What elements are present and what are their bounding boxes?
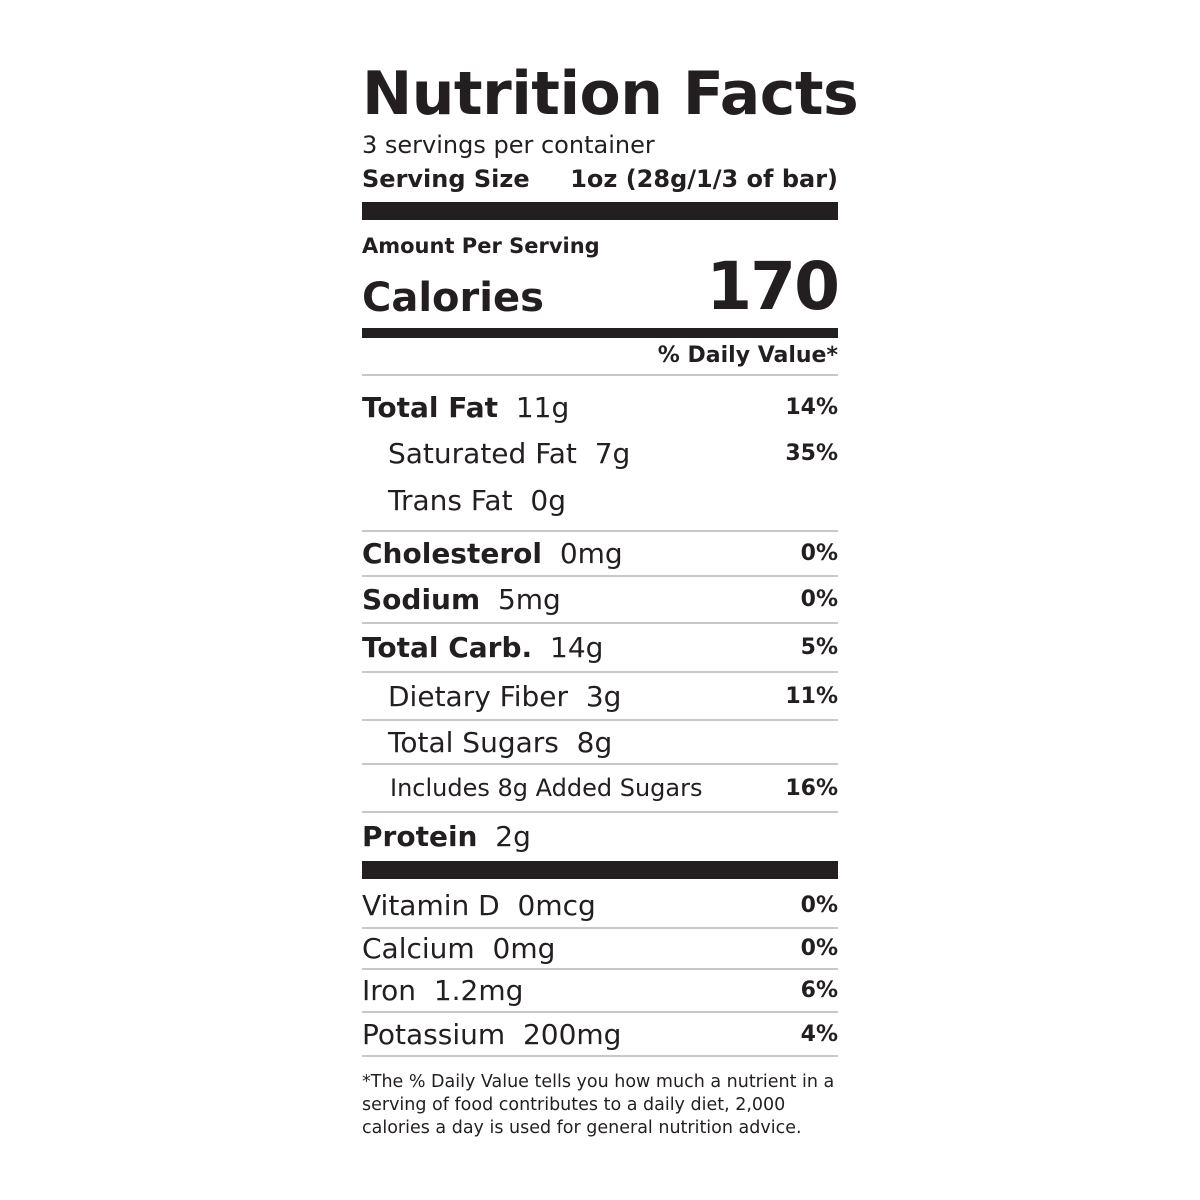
nutrient-dv: 0% xyxy=(800,587,838,612)
nutrient-label: Cholesterol xyxy=(362,537,542,570)
nutrient-row-cholesterol: Cholesterol 0mg 0% xyxy=(362,530,838,575)
nutrient-dv: 16% xyxy=(785,775,838,801)
nutrient-amount: 1.2mg xyxy=(433,974,524,1007)
nutrient-dv: 5% xyxy=(800,635,838,660)
nutrient-amount: 0mcg xyxy=(517,888,596,922)
nutrient-dv: 14% xyxy=(785,394,838,420)
nutrient-amount: 2g xyxy=(495,819,531,853)
nutrient-row-vitamin-d: Vitamin D 0mcg 0% xyxy=(362,883,838,927)
nutrient-dv: 0% xyxy=(800,892,838,918)
nutrient-row-dietary-fiber: Dietary Fiber 3g 11% xyxy=(362,671,838,719)
nutrient-row-trans-fat: Trans Fat 0g xyxy=(362,470,838,530)
medium-divider xyxy=(362,328,838,338)
nutrient-amount: 5mg xyxy=(497,583,561,616)
nutrient-row-sodium: Sodium 5mg 0% xyxy=(362,575,838,622)
nutrient-row-calcium: Calcium 0mg 0% xyxy=(362,927,838,968)
nutrient-row-saturated-fat: Saturated Fat 7g 35% xyxy=(362,436,838,470)
nutrient-amount: 0g xyxy=(530,483,566,517)
nutrient-row-protein: Protein 2g xyxy=(362,811,838,859)
calories-label: Calories xyxy=(362,275,544,321)
nutrient-label: Total Sugars xyxy=(388,725,559,759)
nutrition-facts-label: Nutrition Facts 3 servings per container… xyxy=(362,59,859,1140)
nutrient-row-total-sugars: Total Sugars 8g xyxy=(362,719,838,763)
nutrient-dv: 11% xyxy=(785,683,838,709)
nutrient-amount: 200mg xyxy=(522,1017,622,1051)
calories-row: Calories 170 xyxy=(362,254,840,321)
nutrient-label: Protein xyxy=(362,819,478,853)
nutrient-label: Total Fat xyxy=(362,390,499,424)
nutrient-label: Vitamin D xyxy=(362,888,500,922)
nutrient-row-added-sugars: Includes 8g Added Sugars 16% xyxy=(362,763,838,811)
amount-per-serving: Amount Per Serving xyxy=(362,234,600,258)
serving-size-label: Serving Size xyxy=(362,165,530,193)
label-title: Nutrition Facts xyxy=(362,59,859,129)
nutrient-amount: 8g xyxy=(576,725,613,759)
nutrient-row-potassium: Potassium 200mg 4% xyxy=(362,1011,838,1057)
daily-value-footnote: *The % Daily Value tells you how much a … xyxy=(362,1072,835,1138)
nutrient-label: Sodium xyxy=(362,583,481,616)
calories-value: 170 xyxy=(706,248,840,325)
serving-size-value: 1oz (28g/1/3 of bar) xyxy=(570,165,838,193)
nutrient-amount: 14g xyxy=(550,631,604,664)
nutrient-amount: 3g xyxy=(585,679,622,713)
thick-divider xyxy=(362,202,838,220)
nutrient-amount: 7g xyxy=(594,436,631,470)
daily-value-header: % Daily Value* xyxy=(362,338,838,376)
nutrient-amount: 0mg xyxy=(492,932,556,965)
servings-per-container: 3 servings per container xyxy=(362,131,655,159)
nutrient-label: Calcium xyxy=(362,932,475,965)
nutrient-dv: 0% xyxy=(800,541,838,566)
thick-divider xyxy=(362,861,838,879)
nutrient-dv: 6% xyxy=(800,978,838,1003)
nutrient-row-total-carb: Total Carb. 14g 5% xyxy=(362,622,838,671)
nutrient-label: Saturated Fat xyxy=(388,436,577,470)
nutrient-label: Trans Fat xyxy=(388,483,513,517)
nutrient-amount: 11g xyxy=(515,390,570,424)
nutrient-dv: 35% xyxy=(785,440,838,466)
serving-size-row: Serving Size 1oz (28g/1/3 of bar) xyxy=(362,164,838,194)
nutrient-row-iron: Iron 1.2mg 6% xyxy=(362,968,838,1011)
nutrient-label: Dietary Fiber xyxy=(388,679,569,713)
nutrient-amount: 0mg xyxy=(559,537,623,570)
nutrient-label: Total Carb. xyxy=(362,631,533,664)
nutrient-label: Iron xyxy=(362,974,417,1007)
nutrient-label: Includes 8g Added Sugars xyxy=(390,774,703,802)
nutrient-label: Potassium xyxy=(362,1017,506,1051)
nutrient-dv: 0% xyxy=(800,936,838,961)
nutrient-dv: 4% xyxy=(800,1021,838,1047)
nutrient-row-total-fat: Total Fat 11g 14% xyxy=(362,376,838,436)
